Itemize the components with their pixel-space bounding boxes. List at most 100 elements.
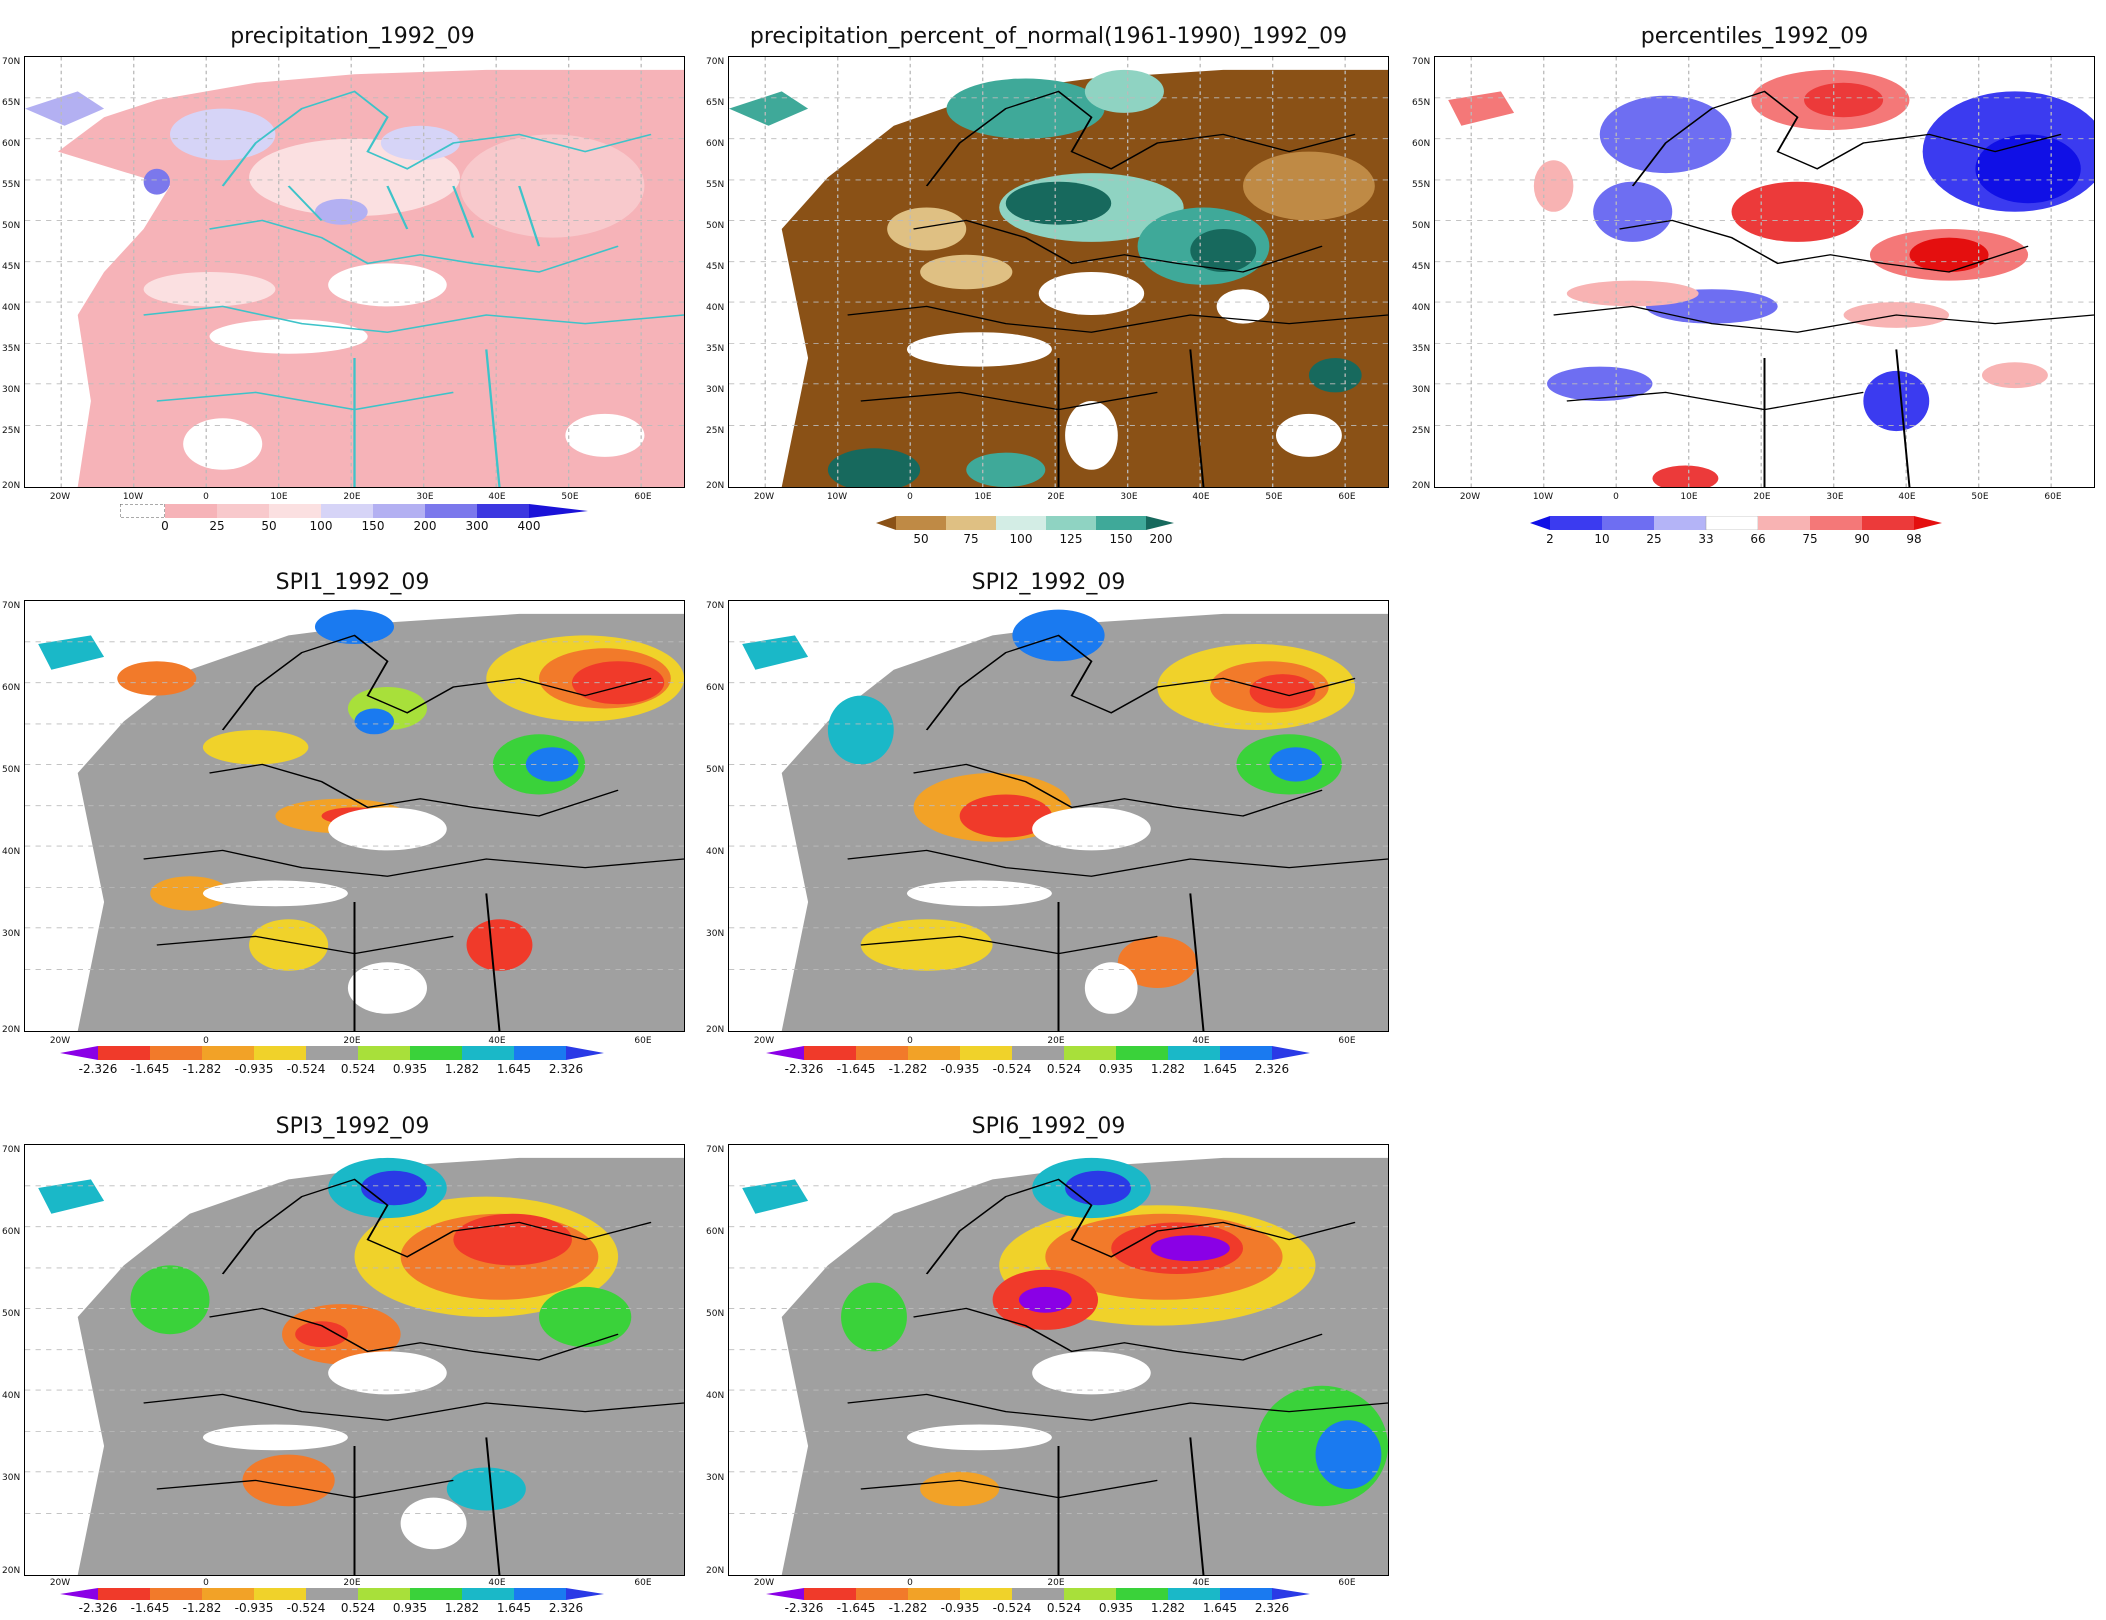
- lon-tick: 60E: [634, 1578, 652, 1588]
- lat-tick: 40N: [706, 847, 725, 857]
- lon-tick: 20E: [343, 1036, 361, 1046]
- lat-tick: 60N: [2, 1227, 21, 1237]
- colorbar-label: 2.326: [1254, 1062, 1290, 1076]
- lat-tick: 50N: [2, 1309, 21, 1319]
- lat-tick: 40N: [1412, 303, 1431, 313]
- colorbar-percentiles: 2 10 25 33 66 75 90 98: [1530, 516, 2010, 556]
- lon-tick: 40E: [488, 492, 506, 502]
- colorbar-swatches: [60, 1046, 604, 1060]
- map-precipitation: [24, 56, 685, 488]
- lat-tick: 45N: [706, 262, 725, 272]
- colorbar-label: 10: [1594, 532, 1610, 546]
- lat-tick: 70N: [1412, 57, 1431, 67]
- map-field-spi6: [729, 1145, 1388, 1575]
- lon-tick: 50E: [1971, 492, 1989, 502]
- colorbar-label: 1.645: [496, 1062, 532, 1076]
- colorbar-label: -1.282: [182, 1601, 222, 1615]
- colorbar-label: 33: [1698, 532, 1714, 546]
- lat-tick: 60N: [2, 683, 21, 693]
- lon-tick: 20W: [49, 1578, 71, 1588]
- lat-tick: 60N: [1412, 139, 1431, 149]
- colorbar-label: 0.524: [1046, 1062, 1082, 1076]
- lat-tick: 55N: [1412, 180, 1431, 190]
- lat-tick: 65N: [706, 98, 725, 108]
- lat-tick: 40N: [2, 847, 21, 857]
- lat-tick: 20N: [2, 1025, 21, 1035]
- colorbar-swatches: [876, 516, 1174, 530]
- lat-tick: 50N: [706, 221, 725, 231]
- lon-tick: 40E: [488, 1036, 506, 1046]
- lat-tick: 40N: [706, 1391, 725, 1401]
- colorbar-label: 1.645: [496, 1601, 532, 1615]
- lon-tick: 0: [203, 1036, 209, 1046]
- colorbar-label: 200: [1149, 532, 1173, 546]
- lon-tick: 0: [1613, 492, 1619, 502]
- colorbar-label: 75: [1802, 532, 1818, 546]
- lat-tick: 70N: [706, 601, 725, 611]
- lat-tick: 40N: [2, 1391, 21, 1401]
- lon-tick: 60E: [1338, 1578, 1356, 1588]
- colorbar-swatches: [766, 1588, 1310, 1600]
- colorbar-label: 2: [1546, 532, 1554, 546]
- lat-tick: 55N: [706, 180, 725, 190]
- lon-tick: 10W: [826, 492, 848, 502]
- panel-percent-of-normal: precipitation_percent_of_normal(1961-199…: [706, 24, 1391, 64]
- lat-tick: 20N: [706, 1025, 725, 1035]
- colorbar-label: 0.524: [340, 1062, 376, 1076]
- map-field-precipitation: [25, 57, 684, 487]
- lat-tick: 35N: [1412, 344, 1431, 354]
- lat-tick: 45N: [2, 262, 21, 272]
- colorbar-label: -0.524: [286, 1601, 326, 1615]
- colorbar-label: 75: [963, 532, 979, 546]
- panel-spi1: SPI1_1992_09: [0, 570, 685, 610]
- lat-tick: 25N: [2, 426, 21, 436]
- lat-tick: 50N: [2, 221, 21, 231]
- lat-tick: 20N: [2, 1566, 21, 1576]
- colorbar-label: -1.645: [836, 1062, 876, 1076]
- colorbar-label: 0.935: [392, 1062, 428, 1076]
- lon-tick: 0: [203, 492, 209, 502]
- lon-tick: 20E: [1753, 492, 1771, 502]
- lon-tick: 60E: [634, 492, 652, 502]
- lat-tick: 55N: [2, 180, 21, 190]
- colorbar-swatches: [60, 1588, 604, 1600]
- panel-percentiles: percentiles_1992_09: [1412, 24, 2097, 64]
- lat-tick: 70N: [706, 1145, 725, 1155]
- colorbar-label: 66: [1750, 532, 1766, 546]
- colorbar-spi1: -2.326 -1.645 -1.282 -0.935 -0.524 0.524…: [60, 1046, 660, 1086]
- colorbar-label: -1.645: [836, 1601, 876, 1615]
- colorbar-label: -2.326: [784, 1601, 824, 1615]
- panel-spi3: SPI3_1992_09: [0, 1114, 685, 1154]
- lon-tick: 40E: [1192, 492, 1210, 502]
- lat-tick: 70N: [2, 57, 21, 67]
- lon-tick: 20W: [753, 1036, 775, 1046]
- lat-tick: 30N: [706, 1473, 725, 1483]
- colorbar-label: -0.524: [286, 1062, 326, 1076]
- colorbar-spi6: -2.326 -1.645 -1.282 -0.935 -0.524 0.524…: [766, 1588, 1366, 1618]
- colorbar-label: -0.524: [992, 1601, 1032, 1615]
- colorbar-label: 125: [1059, 532, 1083, 546]
- lat-tick: 40N: [2, 303, 21, 313]
- lon-tick: 40E: [1192, 1578, 1210, 1588]
- map-field-spi2: [729, 601, 1388, 1031]
- colorbar-spi3: -2.326 -1.645 -1.282 -0.935 -0.524 0.524…: [60, 1588, 660, 1618]
- colorbar-label: -2.326: [78, 1062, 118, 1076]
- colorbar-swatches: [766, 1046, 1310, 1060]
- lon-tick: 60E: [1338, 492, 1356, 502]
- lat-tick: 70N: [2, 1145, 21, 1155]
- lon-tick: 50E: [1265, 492, 1283, 502]
- lat-tick: 65N: [1412, 98, 1431, 108]
- colorbar-label: -1.282: [888, 1601, 928, 1615]
- lon-tick: 0: [907, 492, 913, 502]
- colorbar-label: 90: [1854, 532, 1870, 546]
- colorbar-label: 400: [517, 519, 541, 533]
- map-field-percentiles: [1435, 57, 2094, 487]
- lon-tick: 20W: [753, 1578, 775, 1588]
- colorbar-precipitation: 0 25 50 100 150 200 300 400: [120, 504, 590, 544]
- panel-title: SPI3_1992_09: [275, 1114, 430, 1139]
- lat-tick: 60N: [706, 683, 725, 693]
- panel-title: percentiles_1992_09: [1640, 24, 1869, 49]
- panel-title: precipitation_percent_of_normal(1961-199…: [749, 24, 1348, 49]
- colorbar-label: 1.645: [1202, 1601, 1238, 1615]
- colorbar-label: 1.282: [444, 1601, 480, 1615]
